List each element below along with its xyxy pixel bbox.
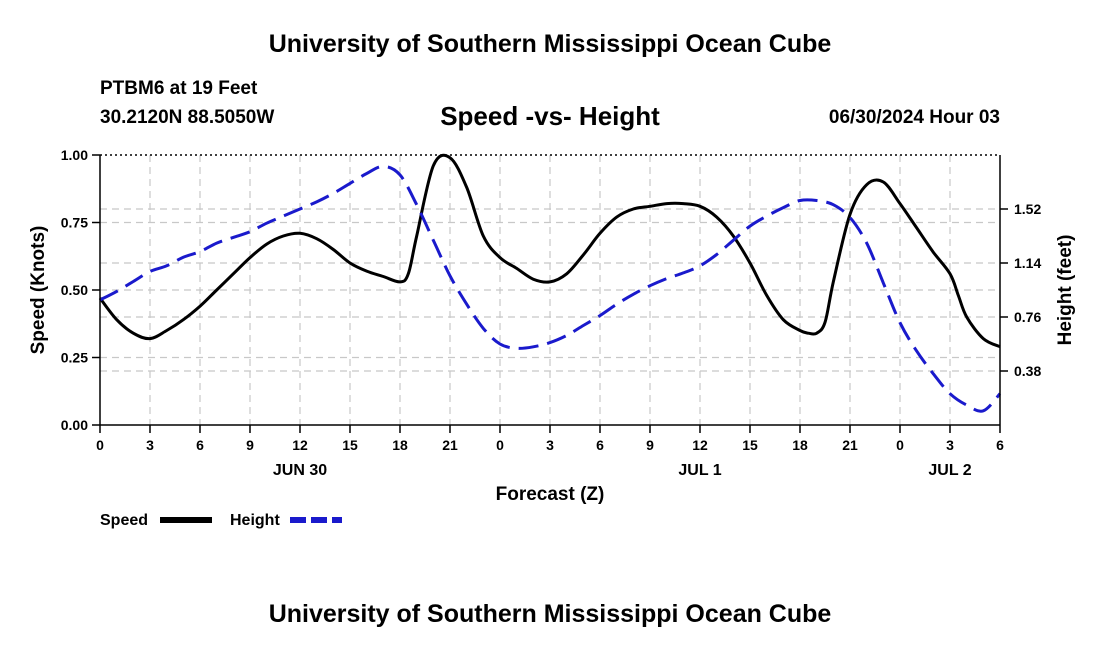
- x-tick-label: 15: [742, 437, 758, 453]
- date-label: JUL 1: [678, 462, 721, 479]
- x-tick-label: 18: [392, 437, 408, 453]
- y-tick-label: 0.25: [61, 350, 88, 366]
- x-tick-label: 6: [996, 437, 1004, 453]
- x-tick-label: 21: [442, 437, 458, 453]
- x-tick-label: 0: [96, 437, 104, 453]
- footer-title: University of Southern Mississippi Ocean…: [268, 600, 832, 628]
- chart-title: University of Southern Mississippi Ocean…: [268, 30, 832, 58]
- series-line-height: [99, 164, 1002, 413]
- x-tick-label: 9: [246, 437, 254, 453]
- station-label: PTBM6 at 19 Feet: [100, 78, 258, 99]
- y-axis-label: Speed (Knots): [28, 226, 49, 355]
- station-coordinates: 30.2120N 88.5050W: [100, 107, 275, 128]
- x-tick-label: 0: [896, 437, 904, 453]
- y-tick-label: 1.00: [61, 147, 88, 163]
- series-line-speed: [98, 153, 1001, 349]
- date-label: JUN 30: [273, 462, 327, 479]
- y-tick-label: 0.75: [61, 215, 88, 231]
- x-tick-label: 6: [196, 437, 204, 453]
- x-tick-label: 0: [496, 437, 504, 453]
- y2-axis-label: Height (feet): [1055, 235, 1076, 346]
- x-tick-label: 3: [146, 437, 154, 453]
- x-tick-label: 3: [546, 437, 554, 453]
- x-tick-label: 9: [646, 437, 654, 453]
- y-tick-label: 0.00: [61, 417, 88, 433]
- x-tick-label: 3: [946, 437, 954, 453]
- x-tick-label: 6: [596, 437, 604, 453]
- x-tick-label: 18: [792, 437, 808, 453]
- y-tick-label: 0.50: [61, 282, 88, 298]
- x-tick-label: 12: [692, 437, 708, 453]
- y2-tick-label: 1.14: [1014, 255, 1041, 271]
- y2-tick-label: 0.38: [1014, 363, 1041, 379]
- y2-tick-label: 0.76: [1014, 309, 1041, 325]
- y2-tick-label: 1.52: [1014, 201, 1041, 217]
- x-tick-label: 15: [342, 437, 358, 453]
- x-tick-label: 21: [842, 437, 858, 453]
- date-label: JUL 2: [928, 462, 971, 479]
- x-axis-label: Forecast (Z): [496, 484, 605, 505]
- x-tick-label: 12: [292, 437, 308, 453]
- forecast-datetime: 06/30/2024 Hour 03: [828, 107, 1000, 128]
- chart-subtitle: Speed -vs- Height: [440, 101, 660, 131]
- legend-label-height: Height: [230, 512, 280, 529]
- legend-label-speed: Speed: [100, 512, 148, 529]
